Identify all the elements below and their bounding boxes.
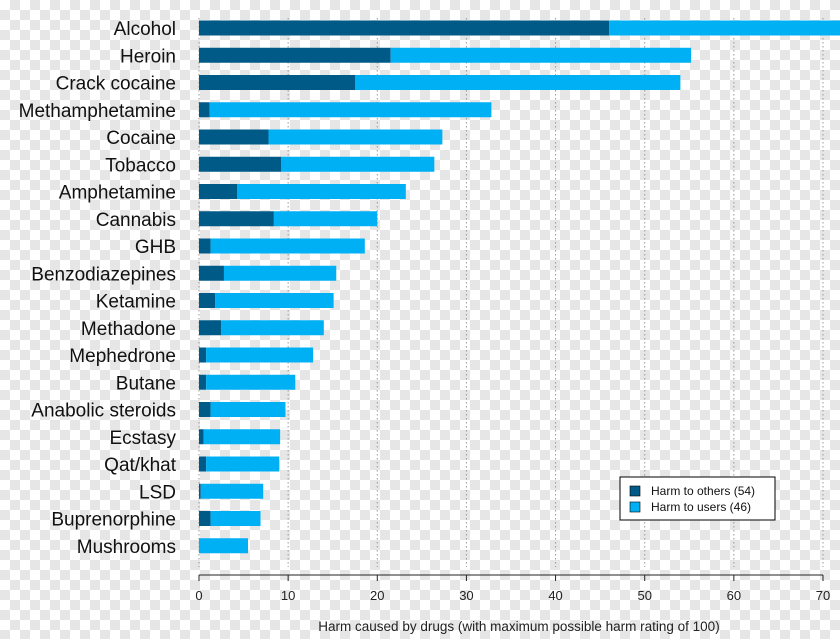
legend-swatch-users bbox=[629, 501, 641, 513]
bar-harm-others-0 bbox=[199, 20, 610, 36]
bar-harm-others-17 bbox=[199, 483, 201, 499]
x-axis: 0 10 20 30 40 50 60 70 bbox=[195, 574, 830, 603]
category-label: Alcohol bbox=[114, 19, 176, 40]
bar-harm-users-17 bbox=[200, 483, 264, 499]
bar-harm-others-11 bbox=[199, 320, 222, 336]
x-tick-label: 40 bbox=[548, 588, 562, 603]
bar-harm-users-10 bbox=[215, 293, 334, 308]
category-label: Mushrooms bbox=[77, 537, 176, 558]
bar-harm-users-2 bbox=[355, 75, 681, 90]
bar-harm-others-12 bbox=[199, 347, 207, 363]
category-label: Methadone bbox=[81, 319, 176, 340]
category-label: Qat/khat bbox=[104, 455, 177, 476]
bar-harm-users-7 bbox=[273, 211, 378, 227]
category-label: Methamphetamine bbox=[19, 101, 176, 122]
bar-harm-users-19 bbox=[199, 538, 249, 554]
category-label: Ketamine bbox=[96, 292, 176, 313]
bar-harm-others-1 bbox=[199, 47, 391, 63]
bar-harm-users-11 bbox=[221, 320, 324, 336]
legend-label-others: Harm to others (54) bbox=[651, 484, 755, 498]
legend-box bbox=[619, 476, 776, 521]
bar-harm-others-3 bbox=[199, 102, 210, 118]
bar-harm-users-12 bbox=[206, 347, 314, 363]
bar-harm-others-18 bbox=[199, 511, 211, 526]
bar-harm-others-7 bbox=[199, 211, 274, 227]
bar-harm-others-13 bbox=[199, 374, 207, 390]
bar-harm-others-10 bbox=[199, 293, 216, 308]
legend: Harm to others (54) Harm to users (46) bbox=[619, 476, 776, 521]
bar-harm-users-5 bbox=[281, 156, 435, 172]
category-label: Heroin bbox=[120, 46, 176, 67]
bar-harm-others-9 bbox=[199, 265, 224, 281]
bar-harm-others-15 bbox=[199, 429, 204, 445]
bar-harm-users-1 bbox=[390, 47, 692, 63]
category-label: Tobacco bbox=[105, 155, 176, 176]
category-label: Ecstasy bbox=[109, 428, 176, 449]
x-tick-label: 70 bbox=[816, 588, 830, 603]
category-label: Cannabis bbox=[96, 210, 176, 231]
x-tick-label: 20 bbox=[370, 588, 384, 603]
bar-harm-others-4 bbox=[199, 129, 269, 145]
x-axis-title: Harm caused by drugs (with maximum possi… bbox=[318, 619, 719, 634]
category-label: Anabolic steroids bbox=[31, 401, 176, 422]
category-label: Butane bbox=[116, 373, 176, 394]
bar-harm-users-8 bbox=[210, 238, 365, 254]
x-tick-label: 10 bbox=[281, 588, 295, 603]
category-label: Benzodiazepines bbox=[31, 264, 176, 285]
x-tick-label: 60 bbox=[727, 588, 741, 603]
x-tick-label: 0 bbox=[195, 588, 202, 603]
category-label: Cocaine bbox=[106, 128, 176, 149]
grid-lines bbox=[198, 18, 824, 567]
bars bbox=[199, 20, 840, 554]
legend-swatch-others bbox=[629, 485, 641, 497]
category-label: Buprenorphine bbox=[51, 510, 176, 531]
bar-harm-users-0 bbox=[609, 20, 840, 36]
bar-harm-users-6 bbox=[237, 184, 406, 199]
x-tick-label: 30 bbox=[459, 588, 473, 603]
category-label: LSD bbox=[139, 482, 176, 503]
category-label: Mephedrone bbox=[69, 346, 176, 367]
bar-harm-users-3 bbox=[209, 102, 492, 118]
bar-harm-others-16 bbox=[199, 456, 207, 472]
bar-harm-others-2 bbox=[199, 75, 355, 90]
legend-label-users: Harm to users (46) bbox=[651, 500, 751, 514]
bar-harm-users-18 bbox=[210, 511, 261, 526]
bar-harm-others-6 bbox=[199, 184, 238, 199]
bar-harm-others-5 bbox=[199, 156, 282, 172]
bar-harm-others-8 bbox=[199, 238, 211, 254]
bar-harm-users-15 bbox=[203, 429, 281, 445]
bar-harm-users-9 bbox=[223, 265, 337, 281]
bar-harm-users-13 bbox=[206, 374, 296, 390]
category-label: Amphetamine bbox=[59, 183, 176, 204]
category-label: GHB bbox=[135, 237, 176, 258]
bar-harm-users-14 bbox=[210, 402, 286, 417]
category-label: Crack cocaine bbox=[56, 74, 176, 95]
bar-harm-users-4 bbox=[268, 129, 443, 145]
bar-harm-users-16 bbox=[206, 456, 280, 472]
category-labels: Alcohol Heroin Crack cocaine Methamphetamin… bbox=[19, 19, 177, 558]
bar-harm-others-14 bbox=[199, 402, 211, 417]
x-tick-label: 50 bbox=[637, 588, 651, 603]
